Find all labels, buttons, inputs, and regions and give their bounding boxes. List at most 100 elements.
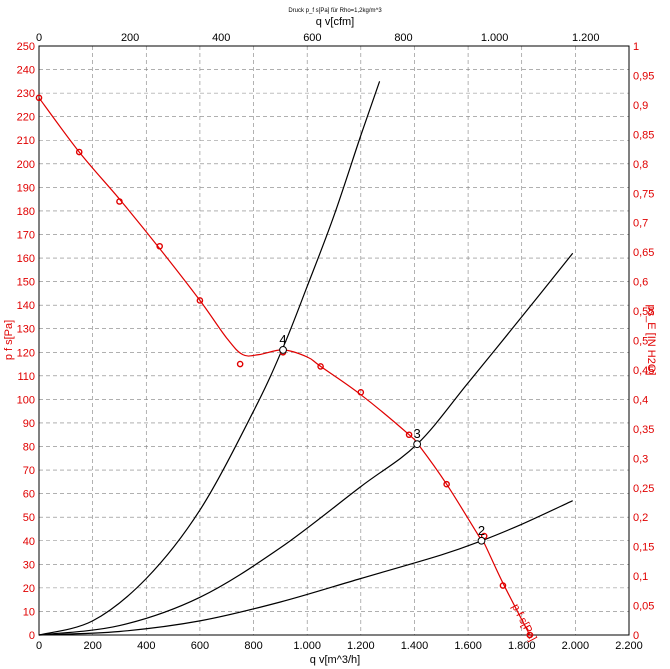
operating-points: 4 3 2	[279, 332, 486, 545]
fan-curve-line	[38, 97, 531, 636]
x-tick-label: 1.400	[401, 640, 429, 652]
fan-curve-marker	[499, 582, 507, 589]
operating-point-label: 2	[478, 523, 485, 538]
x2-tick-label: 200	[121, 32, 139, 44]
y2-tick-label: 0,55	[633, 306, 654, 318]
x-tick-label: 600	[191, 640, 209, 652]
fan-curve-marker	[196, 297, 204, 304]
y2-tick-label: 0,65	[633, 247, 654, 259]
y-tick-label: 230	[17, 88, 35, 100]
y2-tick-label: 0,3	[633, 453, 648, 465]
plot-frame	[38, 45, 630, 636]
fan-curve-marker	[357, 389, 365, 396]
y-tick-label: 160	[17, 253, 35, 265]
y-tick-label: 180	[17, 206, 35, 218]
y2-tick-label: 0,1	[633, 571, 648, 583]
y2-tick-label: 0,05	[633, 601, 654, 613]
x2-tick-label: 0	[36, 32, 42, 44]
y2-tick-label: 0,9	[633, 100, 648, 112]
y-tick-label: 170	[17, 229, 35, 241]
y2-tick-label: 0,75	[633, 188, 654, 200]
x-axis-ticks: 0 200 400 600 800 1.000 1.200 1.400 1.600 1.800 2.…	[36, 640, 643, 652]
y-tick-label: 30	[23, 559, 35, 571]
y2-tick-label: 0,45	[633, 365, 654, 377]
x2-axis-ticks: 0 200 400 600 800 1.000 1.200	[36, 32, 600, 44]
fan-curve-marker	[116, 198, 123, 205]
grid	[39, 46, 629, 635]
x2-tick-label: 400	[212, 32, 230, 44]
x2-tick-label: 600	[303, 32, 321, 44]
y-tick-label: 80	[23, 442, 35, 454]
y-tick-label: 60	[23, 489, 35, 501]
x2-axis-title: q v[cfm]	[316, 16, 355, 28]
operating-point-label: 4	[279, 332, 286, 347]
y2-tick-label: 0,85	[633, 129, 654, 141]
y-tick-label: 240	[17, 65, 35, 77]
y2-tick-label: 0,5	[633, 336, 648, 348]
y-tick-label: 210	[17, 135, 35, 147]
fan-curve-marker	[526, 631, 534, 639]
fan-curve-marker	[236, 360, 244, 368]
y-tick-label: 20	[23, 583, 35, 595]
y-tick-label: 50	[23, 512, 35, 524]
y2-tick-label: 0,7	[633, 218, 648, 230]
y-tick-label: 100	[17, 394, 35, 406]
system-curve-line	[38, 252, 574, 636]
x-tick-label: 1.600	[454, 640, 482, 652]
y-tick-label: 220	[17, 112, 35, 124]
x-tick-label: 0	[36, 640, 42, 652]
x-axis-title: q v[m^3/h]	[310, 654, 360, 666]
y-tick-label: 110	[17, 371, 35, 383]
marker-layer	[35, 94, 534, 639]
y2-axis-title: ps_E [IN H2O]	[645, 305, 657, 376]
y2-tick-label: 0,4	[633, 394, 648, 406]
y2-tick-label: 0,95	[633, 70, 654, 82]
y-tick-label: 40	[23, 536, 35, 548]
y-tick-label: 200	[17, 159, 35, 171]
x2-tick-label: 1.200	[572, 32, 600, 44]
y2-axis-ticks: 0 0,05 0,1 0,15 0,2 0,25 0,3 0,35 0,4 0,45 0,5 0,55…	[633, 41, 654, 642]
series-layer	[38, 81, 574, 636]
y-tick-label: 10	[23, 606, 35, 618]
y2-tick-label: 0,2	[633, 512, 648, 524]
y2-tick-label: 0,15	[633, 542, 654, 554]
x2-tick-label: 1.000	[481, 32, 509, 44]
system-curve-line	[38, 81, 381, 636]
fan-curve-marker	[405, 431, 413, 439]
fan-curve-marker	[35, 94, 43, 102]
y-tick-label: 0	[29, 630, 35, 642]
x2-tick-label: 800	[394, 32, 412, 44]
fan-curve-label: p f s[Pa]	[509, 602, 539, 643]
y2-tick-label: 0,8	[633, 159, 648, 171]
y-tick-label: 150	[17, 277, 35, 289]
operating-point-label: 3	[414, 426, 421, 441]
x-tick-label: 2.200	[615, 640, 643, 652]
y-tick-label: 70	[23, 465, 35, 477]
x-tick-label: 400	[137, 640, 155, 652]
y2-tick-label: 0	[633, 630, 639, 642]
y2-tick-label: 0,25	[633, 483, 654, 495]
chart-title: Druck p_f s[Pa] für Rho=1,2kg/m^3	[288, 8, 382, 14]
x-tick-label: 1.800	[508, 640, 536, 652]
y-tick-label: 190	[17, 182, 35, 194]
operating-point-marker	[279, 346, 287, 354]
y-axis-ticks: 0 10 20 30 40 50 60 70 80 90 100 110 120 130 140 150 160…	[17, 41, 35, 642]
fan-curve-marker	[317, 363, 324, 370]
fan-curve-marker	[156, 242, 163, 250]
y-axis-title: p f s[Pa]	[3, 320, 15, 360]
x-tick-label: 200	[83, 640, 101, 652]
x-tick-label: 2.000	[562, 640, 590, 652]
x-tick-label: 1.000	[293, 640, 321, 652]
y2-tick-label: 0,6	[633, 277, 648, 289]
x-tick-label: 1.200	[347, 640, 375, 652]
y-tick-label: 130	[17, 324, 35, 336]
system-curve-line	[38, 500, 573, 636]
y-tick-label: 90	[23, 418, 35, 430]
y2-tick-label: 0,35	[633, 424, 654, 436]
fan-curve-marker	[75, 148, 83, 156]
y-tick-label: 120	[17, 347, 35, 359]
operating-point-marker	[413, 440, 422, 449]
y-tick-label: 140	[17, 300, 35, 312]
y2-tick-label: 1	[633, 41, 639, 53]
